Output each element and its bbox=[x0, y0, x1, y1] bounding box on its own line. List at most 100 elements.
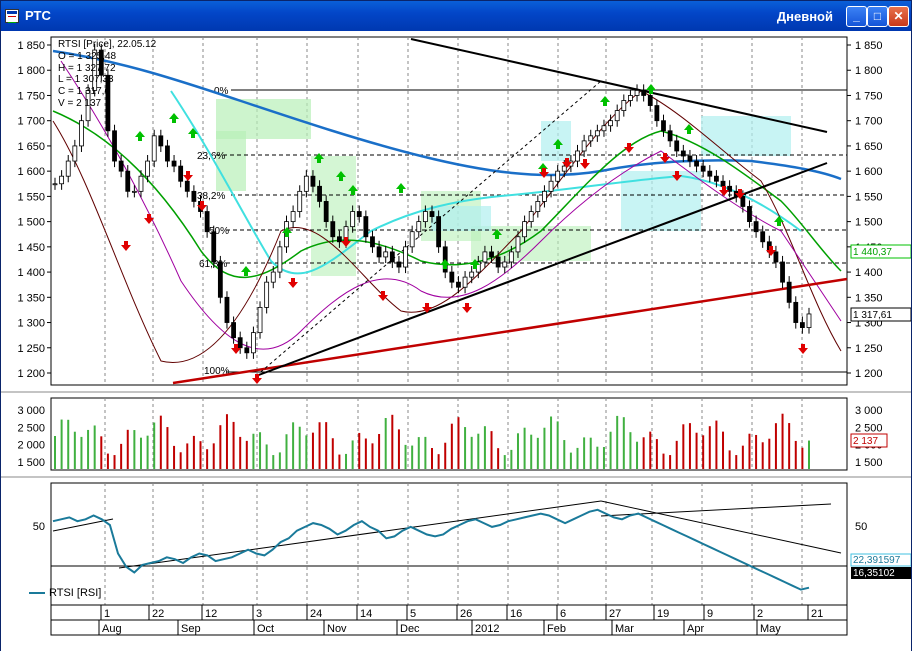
down-arrow bbox=[422, 303, 432, 313]
volume-badge bbox=[850, 433, 888, 448]
chart-area[interactable]: 1 850 1 850 1 800 1 800 1 750 1 750 1 700 1 700… bbox=[1, 31, 911, 651]
candle-body bbox=[297, 190, 303, 212]
date-day-label: 3 bbox=[256, 608, 262, 620]
candle-body bbox=[270, 271, 276, 283]
date-month-label: 2012 bbox=[475, 623, 499, 635]
price-tick-label: 1 800 bbox=[17, 65, 45, 77]
candle-body bbox=[720, 180, 726, 187]
green-badge-text: 1 440,37 bbox=[853, 247, 892, 258]
chart-svg[interactable]: 1 850 1 850 1 800 1 800 1 750 1 750 1 700 1 700… bbox=[1, 31, 911, 651]
period-label: Дневной bbox=[776, 9, 833, 24]
price-tick-label: 1 600 bbox=[855, 166, 883, 178]
candle-body bbox=[138, 175, 144, 192]
maximize-button[interactable]: □ bbox=[867, 6, 888, 27]
moving-averages bbox=[52, 49, 842, 363]
date-month-label: Nov bbox=[327, 623, 347, 635]
info-close: C = 1 317,6 bbox=[58, 86, 110, 98]
candle-body bbox=[561, 165, 567, 172]
price-tick-label: 1 700 bbox=[17, 116, 45, 128]
candle-body bbox=[416, 221, 422, 233]
legend-swatch bbox=[29, 592, 45, 595]
fib-label: 38,2% bbox=[197, 191, 225, 202]
rsi-axis: 50 50 bbox=[33, 521, 868, 533]
candle-body bbox=[753, 221, 759, 233]
down-arrow bbox=[341, 237, 351, 247]
down-arrow bbox=[144, 214, 154, 224]
candle-body bbox=[528, 211, 534, 223]
candle-body bbox=[700, 165, 706, 172]
price-axis: 1 850 1 850 1 800 1 800 1 750 1 750 1 700 1 700… bbox=[17, 40, 882, 380]
down-arrow bbox=[183, 171, 193, 181]
date-month-label: Feb bbox=[547, 623, 566, 635]
price-tick-label: 1 350 bbox=[855, 292, 883, 304]
chart-app-icon[interactable] bbox=[5, 9, 19, 23]
rsi-legend[interactable]: RTSI [RSI] bbox=[29, 587, 101, 599]
date-month-label: Apr bbox=[687, 623, 704, 635]
ohlc-info: RTSI [Price], 22.05.12 O = 1 325,48 H = … bbox=[58, 39, 156, 110]
candle-body bbox=[389, 251, 395, 263]
minimize-button[interactable]: _ bbox=[846, 6, 867, 27]
candle-body bbox=[59, 175, 65, 185]
candle-body bbox=[469, 271, 475, 278]
ma-green-line bbox=[52, 110, 842, 278]
candle-body bbox=[542, 190, 547, 202]
bollinger-line bbox=[60, 60, 842, 350]
candle-body bbox=[680, 150, 686, 157]
date-day-label: 2 bbox=[757, 608, 763, 620]
candle-body bbox=[383, 251, 389, 258]
close-icon: ✕ bbox=[893, 9, 904, 23]
candle-body bbox=[482, 251, 488, 263]
title-bar[interactable]: РТС Дневной _ □ ✕ bbox=[1, 1, 911, 31]
axis-badges: 1 440,37 1 317,61 2 137 22,391597 16,351… bbox=[850, 244, 911, 579]
volume-panel bbox=[50, 397, 848, 471]
down-arrow bbox=[288, 278, 298, 288]
candle-body bbox=[436, 216, 442, 248]
price-badge-text: 1 317,61 bbox=[853, 310, 892, 321]
date-day-label: 19 bbox=[657, 608, 669, 620]
envelope-line bbox=[52, 90, 842, 363]
candle-body bbox=[118, 160, 124, 172]
volume-tick-label: 2 500 bbox=[17, 422, 45, 434]
candle-body bbox=[350, 211, 356, 228]
price-tick-label: 1 750 bbox=[17, 90, 45, 102]
candle-body bbox=[522, 221, 527, 238]
info-low: L = 1 307,33 bbox=[58, 74, 114, 86]
price-tick-label: 1 650 bbox=[17, 141, 45, 153]
window-title: РТС bbox=[25, 8, 51, 23]
candle-body bbox=[92, 49, 98, 91]
close-button[interactable]: ✕ bbox=[888, 6, 909, 27]
down-arrow bbox=[624, 143, 634, 153]
candle-body bbox=[780, 261, 785, 283]
rsi-tick-label: 50 bbox=[33, 521, 45, 533]
candle-body bbox=[337, 236, 342, 243]
candle-body bbox=[773, 251, 779, 263]
down-arrow bbox=[462, 303, 472, 313]
candle-body bbox=[290, 211, 296, 223]
candle-body bbox=[727, 185, 733, 192]
down-arrow bbox=[562, 158, 572, 168]
date-day-label: 26 bbox=[460, 608, 472, 620]
date-day-label: 27 bbox=[609, 608, 621, 620]
volume-tick-label: 1 500 bbox=[855, 457, 883, 469]
candle-body bbox=[356, 211, 362, 217]
candle-body bbox=[799, 322, 805, 328]
up-arrow bbox=[135, 131, 145, 141]
minimize-icon: _ bbox=[853, 9, 860, 23]
date-day-label: 21 bbox=[811, 608, 823, 620]
volume-tick-label: 2 500 bbox=[855, 422, 883, 434]
candle-body bbox=[85, 90, 91, 122]
up-arrow bbox=[314, 153, 324, 163]
candle-body bbox=[608, 120, 613, 127]
candle-body bbox=[257, 306, 263, 334]
candle-body bbox=[277, 246, 283, 273]
candle-body bbox=[535, 201, 541, 212]
candle-body bbox=[251, 332, 256, 354]
down-arrow bbox=[672, 171, 682, 181]
candle-body bbox=[687, 155, 693, 162]
candle-body bbox=[806, 313, 812, 328]
price-tick-label: 1 250 bbox=[17, 343, 45, 355]
price-tick-label: 1 850 bbox=[17, 40, 45, 52]
candle-body bbox=[502, 261, 508, 268]
candle-body bbox=[429, 211, 435, 217]
